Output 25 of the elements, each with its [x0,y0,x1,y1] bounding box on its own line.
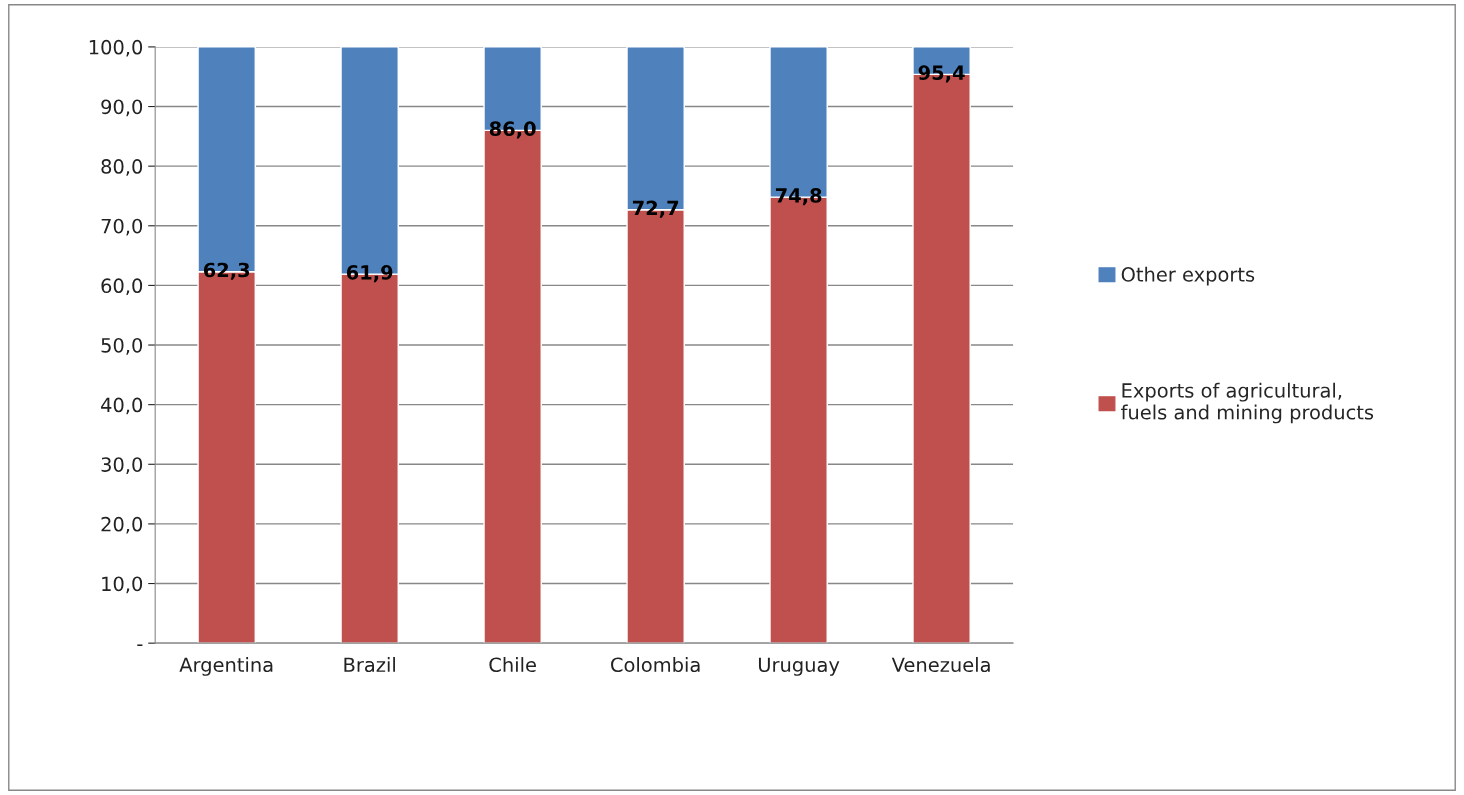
y-tick-label: 50,0 [101,337,143,355]
y-tick-label: 100,0 [89,39,143,57]
legend-label: Other exports [1121,266,1255,286]
y-tick-label: 40,0 [101,397,143,415]
data-label: 86,0 [489,121,536,139]
data-label: 61,9 [346,265,393,283]
data-label: 95,4 [918,65,965,83]
x-tick-label: Venezuela [891,657,990,673]
y-tick-label: 80,0 [101,159,143,176]
y-tick-label: 70,0 [101,218,143,236]
x-tick-label: Colombia [611,657,700,673]
data-label: 62,3 [203,262,250,280]
data-label: 74,8 [775,188,822,206]
x-tick-label: Uruguay [758,657,840,676]
y-tick-label: 30,0 [101,457,143,474]
y-tick-label: 20,0 [101,516,143,534]
y-tick-label: 10,0 [102,576,143,594]
legend-label: Exports of agricultural, fuels and mining products [1121,382,1374,424]
y-tick-label: 60,0 [101,278,143,296]
y-tick-label: - [137,644,143,646]
x-tick-label: Brazil [344,657,395,673]
x-tick-label: Chile [489,657,536,673]
y-tick-label: 90,0 [101,99,143,117]
x-tick-label: Argentina [179,657,273,676]
data-label: 72,7 [632,200,679,218]
